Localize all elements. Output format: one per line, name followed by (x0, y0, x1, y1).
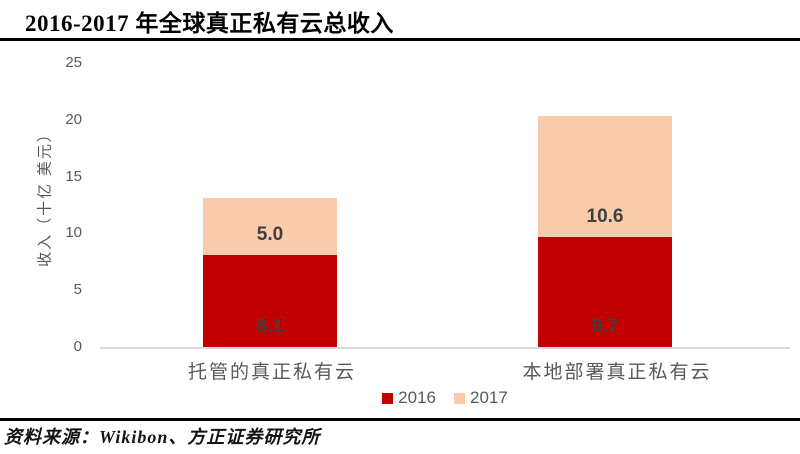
bar-segment-2016: 9.7 (538, 236, 672, 347)
legend-swatch-icon (382, 392, 394, 404)
y-tick-label: 20 (65, 110, 82, 128)
chart-title: 2016-2017 年全球真正私有云总收入 (25, 11, 394, 36)
y-axis-title: 收入（十亿 美元） (37, 125, 54, 267)
title-divider-line (0, 38, 800, 41)
data-label: 10.6 (586, 205, 624, 227)
y-tick-label: 25 (65, 54, 82, 71)
y-tick-label: 15 (65, 167, 82, 185)
y-tick-label: 5 (73, 281, 82, 299)
footer-divider-line (0, 418, 800, 421)
x-axis-line (100, 347, 790, 349)
bar-segment-2016: 8.1 (203, 254, 337, 347)
bar-segment-2017: 10.6 (538, 116, 672, 237)
data-label: 8.1 (256, 315, 284, 337)
chart-legend: 2016 2017 (100, 388, 790, 408)
bar-segment-2017: 5.0 (203, 198, 337, 255)
data-label: 5.0 (256, 223, 284, 245)
legend-label: 2016 (398, 388, 436, 407)
y-tick-label: 0 (73, 338, 82, 355)
x-category-label: 托管的真正私有云 (187, 362, 356, 383)
legend-item-2016: 2016 (382, 388, 436, 408)
legend-item-2017: 2017 (454, 388, 508, 408)
source-note: 资料来源：Wikibon、方正证券研究所 (4, 427, 321, 447)
legend-swatch-icon (454, 392, 465, 404)
y-tick-label: 10 (65, 224, 82, 242)
data-label: 9.7 (591, 315, 619, 337)
legend-label: 2017 (470, 388, 508, 407)
x-category-label: 本地部署真正私有云 (522, 362, 712, 383)
